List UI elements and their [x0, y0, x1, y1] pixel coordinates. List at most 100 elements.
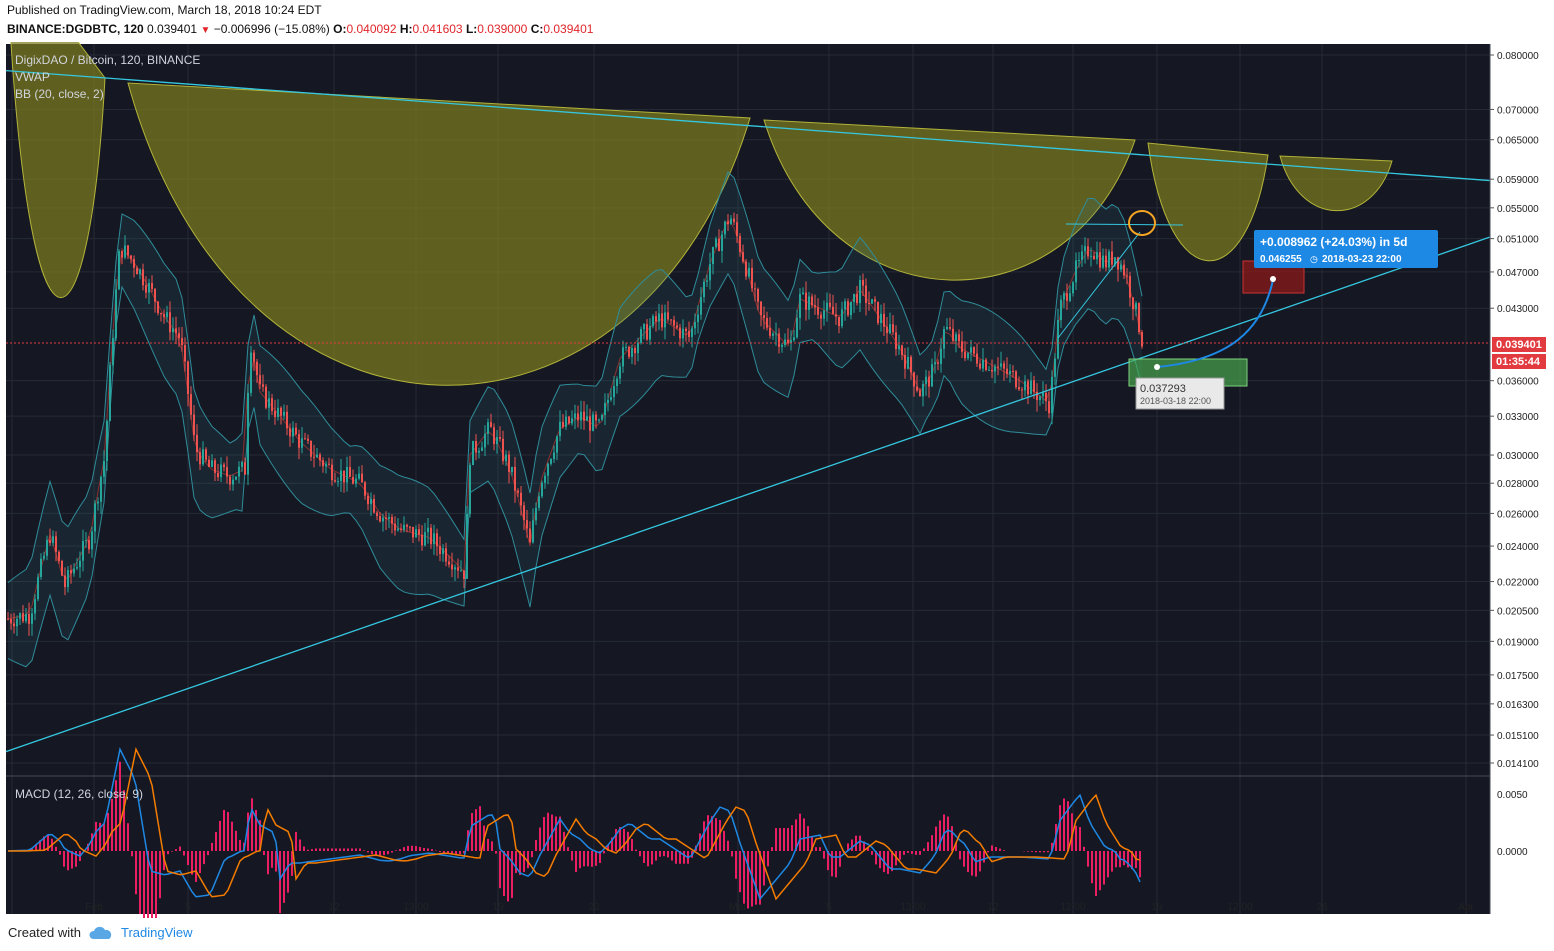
candle-body — [673, 319, 675, 326]
candle-body — [868, 302, 870, 304]
candle-body — [298, 434, 300, 448]
candle-body — [331, 464, 333, 481]
time-tick-label: 19 — [1151, 902, 1163, 913]
price-tick-label: 0.024000 — [1497, 542, 1539, 553]
candle-body — [1057, 320, 1059, 359]
candle-body — [970, 347, 972, 353]
candle-body — [1081, 251, 1083, 261]
candle-body — [625, 346, 627, 348]
candle-body — [943, 329, 945, 349]
price-tick-label: 0.065000 — [1497, 136, 1539, 147]
candle-body — [751, 267, 753, 289]
time-tick-label: Feb — [85, 902, 103, 913]
candle-body — [589, 416, 591, 431]
price-tick-label: 0.047000 — [1497, 268, 1539, 279]
candle-body — [445, 548, 447, 562]
candle-body — [796, 317, 798, 338]
candle-body — [349, 466, 351, 477]
highlight-circle — [1128, 210, 1156, 236]
candle-body — [721, 234, 723, 252]
candle-body — [811, 296, 813, 306]
candle-body — [508, 454, 510, 472]
candle-body — [46, 539, 48, 556]
candle-body — [457, 567, 459, 571]
open-label: O: — [333, 22, 347, 36]
published-line: Published on TradingView.com, March 18, … — [7, 3, 322, 17]
candle-body — [391, 517, 393, 524]
candle-body — [43, 555, 45, 559]
candle-body — [154, 288, 156, 302]
chart-canvas[interactable]: 0.080000 0.070000 0.065000 0.059000 0.055000… — [0, 42, 1554, 918]
candle-body — [7, 618, 9, 620]
candle-body — [700, 297, 702, 315]
time-tick-label: 12 — [987, 902, 999, 913]
candle-body — [940, 348, 942, 364]
macd-line — [7, 746, 1141, 901]
candle-body — [949, 327, 951, 329]
bb-upper — [7, 171, 1143, 583]
candle-body — [847, 301, 849, 316]
candle-body — [676, 325, 678, 328]
entry-price: 0.037293 — [1140, 383, 1186, 395]
candle-body — [277, 407, 279, 418]
candle-body — [634, 348, 636, 354]
candle-body — [403, 524, 405, 530]
candle-body — [988, 369, 990, 371]
candle-body — [1066, 293, 1068, 301]
candle-body — [1060, 299, 1062, 321]
candle-body — [85, 539, 87, 541]
candle-body — [301, 438, 303, 448]
candle-body — [499, 437, 501, 439]
candle-body — [991, 369, 993, 372]
candle-body — [325, 463, 327, 467]
bb-legend: BB (20, close, 2) — [15, 87, 104, 101]
time-tick-label: 13:00 — [403, 902, 428, 913]
candle-body — [820, 314, 822, 319]
candle-body — [646, 324, 648, 340]
candle-body — [562, 421, 564, 427]
candle-body — [247, 392, 249, 475]
candle-body — [808, 296, 810, 310]
candle-body — [37, 576, 39, 600]
candle-body — [19, 613, 21, 619]
candle-body — [460, 570, 462, 572]
candle-body — [682, 328, 684, 339]
price-tick-label: 0.051000 — [1497, 235, 1539, 246]
candle-body — [166, 312, 168, 318]
candle-body — [628, 346, 630, 357]
tradingview-link[interactable]: TradingView — [120, 925, 193, 940]
candle-body — [958, 334, 960, 342]
candle-body — [742, 252, 744, 262]
candle-body — [28, 613, 30, 624]
candle-body — [109, 365, 111, 421]
candle-body — [565, 416, 567, 427]
candle-body — [433, 533, 435, 545]
candle-body — [982, 359, 984, 369]
candle-body — [793, 337, 795, 341]
candle-body — [874, 299, 876, 302]
candle-body — [733, 218, 735, 223]
last-price: 0.039401 — [147, 22, 198, 36]
candle-body — [976, 353, 978, 364]
candle-body — [97, 501, 99, 504]
candle-body — [691, 328, 693, 337]
price-tick-label: 0.070000 — [1497, 105, 1539, 116]
candle-body — [376, 512, 378, 517]
wedge-line — [1057, 231, 1141, 339]
candle-body — [130, 255, 132, 260]
candle-body — [1102, 255, 1104, 268]
candle-body — [784, 339, 786, 345]
candle-body — [532, 520, 534, 543]
candle-body — [892, 324, 894, 333]
candle-body — [238, 466, 240, 477]
candle-body — [838, 316, 840, 327]
candle-body — [607, 399, 609, 404]
price-tick-label: 0.019000 — [1497, 637, 1539, 648]
candle-body — [592, 414, 594, 431]
candle-body — [289, 428, 291, 437]
candle-body — [964, 351, 966, 359]
low-value: 0.039000 — [477, 22, 528, 36]
candle-body — [775, 333, 777, 335]
candle-body — [316, 454, 318, 458]
candle-body — [889, 324, 891, 334]
